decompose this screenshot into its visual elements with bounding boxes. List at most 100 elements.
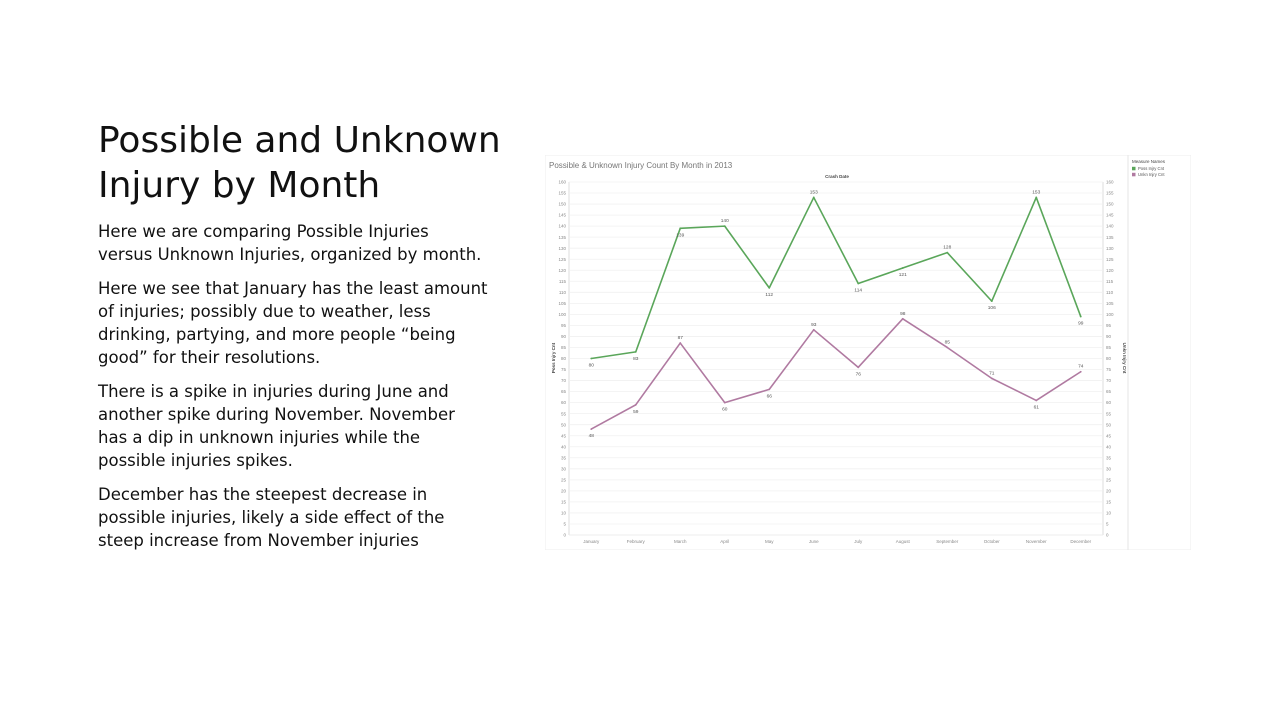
data-label: 87	[678, 335, 684, 341]
y2-tick-label: 75	[1106, 367, 1112, 372]
data-point	[679, 227, 682, 230]
y-tick-label: 70	[561, 378, 567, 383]
data-label: 93	[811, 322, 817, 328]
y-tick-label: 145	[558, 213, 566, 218]
data-label: 128	[943, 245, 951, 251]
data-label: 59	[633, 409, 639, 415]
data-label: 153	[810, 189, 818, 195]
data-point	[768, 287, 771, 289]
y2-tick-label: 145	[1106, 213, 1114, 218]
data-point	[1035, 399, 1038, 402]
y2-tick-label: 130	[1106, 246, 1114, 251]
x-tick-label: January	[583, 539, 600, 544]
y-tick-label: 75	[561, 367, 567, 372]
data-label: 60	[722, 407, 728, 413]
data-point	[634, 403, 637, 406]
data-label: 48	[589, 433, 595, 439]
data-point	[679, 342, 682, 344]
y2-tick-label: 105	[1106, 301, 1114, 306]
chart-title: Possible & Unknown Injury Count By Month…	[549, 161, 733, 170]
y-tick-label: 80	[561, 356, 567, 361]
data-label: 153	[1032, 189, 1040, 195]
data-label: 112	[765, 292, 773, 298]
data-point	[590, 357, 593, 360]
y2-tick-label: 65	[1106, 389, 1112, 394]
y-tick-label: 150	[558, 202, 566, 207]
y2-tick-label: 155	[1106, 191, 1114, 196]
y2-axis-title: Unkn Injry Cnt	[1122, 343, 1127, 374]
data-point	[723, 225, 726, 228]
data-point	[590, 428, 593, 430]
y2-tick-label: 0	[1106, 533, 1109, 538]
x-tick-label: September	[936, 539, 959, 544]
x-tick-label: March	[674, 539, 687, 544]
slide-body: Here we are comparing Possible Injuries …	[98, 220, 488, 563]
data-label: 74	[1078, 364, 1084, 370]
data-label: 114	[854, 287, 862, 293]
data-label: 66	[767, 393, 773, 399]
data-point	[857, 366, 860, 369]
y-axis-left: 0 5 10 15 20 25 30 35 40 45 50 55 60 65 70 75 80 85 90 95 10…	[558, 180, 566, 538]
y-tick-label: 125	[558, 257, 566, 262]
data-labels: 80 83 139 140 112 153 114 121 128 106 153 99 48 59 87 6…	[589, 189, 1084, 439]
x-axis: January February March April May June July Augu…	[583, 539, 1091, 544]
y-tick-label: 160	[558, 180, 566, 185]
y2-tick-label: 40	[1106, 444, 1112, 449]
y2-tick-label: 90	[1106, 334, 1112, 339]
y-tick-label: 30	[561, 466, 567, 471]
data-point	[1035, 196, 1038, 199]
x-tick-label: August	[896, 539, 911, 544]
data-point	[901, 267, 904, 269]
x-tick-label: November	[1026, 539, 1047, 544]
y-tick-label: 105	[558, 301, 566, 306]
x-tick-label: February	[627, 539, 646, 544]
data-label: 121	[899, 272, 907, 278]
x-tick-label: December	[1070, 539, 1091, 544]
data-label: 98	[900, 311, 906, 317]
y2-tick-label: 140	[1106, 224, 1114, 229]
paragraph: Here we see that January has the least a…	[98, 279, 488, 367]
y2-tick-label: 150	[1106, 202, 1114, 207]
y2-tick-label: 35	[1106, 455, 1112, 460]
y2-tick-label: 80	[1106, 356, 1112, 361]
data-point	[768, 388, 771, 391]
y2-tick-label: 85	[1106, 345, 1112, 350]
y-axis-title: Poss Injry Cnt	[551, 342, 556, 373]
chart-panel: Possible & Unknown Injury Count By Month…	[545, 155, 1191, 550]
data-label: 71	[989, 370, 995, 376]
data-point	[946, 346, 949, 349]
y-tick-label: 120	[558, 268, 566, 273]
x-tick-label: October	[984, 539, 1001, 544]
data-point	[1079, 315, 1082, 318]
y-tick-label: 50	[561, 422, 567, 427]
y-tick-label: 85	[561, 345, 567, 350]
line-chart: Possible & Unknown Injury Count By Month…	[545, 155, 1191, 550]
data-point	[946, 251, 949, 254]
y-tick-label: 60	[561, 400, 567, 405]
y-tick-label: 45	[561, 433, 567, 438]
legend-swatch	[1132, 172, 1136, 177]
data-label: 139	[676, 232, 684, 238]
y2-tick-label: 15	[1106, 500, 1112, 505]
chart-background	[545, 155, 1191, 550]
x-axis-title: Crash Date	[825, 174, 849, 179]
y2-tick-label: 160	[1106, 180, 1114, 185]
y-tick-label: 65	[561, 389, 567, 394]
y2-tick-label: 20	[1106, 488, 1112, 493]
data-point	[723, 401, 726, 404]
x-tick-label: May	[765, 539, 774, 544]
y2-tick-label: 55	[1106, 411, 1112, 416]
y-tick-label: 10	[561, 511, 567, 516]
y-tick-label: 135	[558, 235, 566, 240]
data-point	[857, 282, 860, 285]
x-tick-label: June	[809, 539, 819, 544]
data-label: 85	[945, 339, 951, 345]
data-point	[812, 328, 815, 331]
legend-item-label: Unkn Injry Cnt	[1138, 172, 1165, 177]
y2-tick-label: 115	[1106, 279, 1114, 284]
data-point	[990, 377, 993, 380]
data-label: 80	[589, 363, 595, 369]
y2-tick-label: 110	[1106, 290, 1114, 295]
y2-tick-label: 45	[1106, 433, 1112, 438]
